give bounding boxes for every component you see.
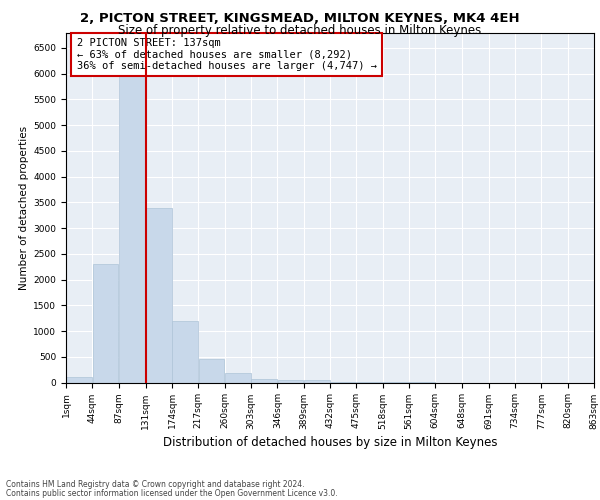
Bar [199,360,224,382]
Bar [93,264,118,382]
Bar [304,380,329,382]
Text: Size of property relative to detached houses in Milton Keynes: Size of property relative to detached ho… [118,24,482,37]
Bar [172,320,198,382]
Bar [119,56,145,382]
Text: 2 PICTON STREET: 137sqm
← 63% of detached houses are smaller (8,292)
36% of semi: 2 PICTON STREET: 137sqm ← 63% of detache… [77,38,377,71]
Bar [251,379,277,382]
Bar [225,374,251,382]
X-axis label: Distribution of detached houses by size in Milton Keynes: Distribution of detached houses by size … [163,436,497,448]
Y-axis label: Number of detached properties: Number of detached properties [19,126,29,290]
Bar [67,378,92,382]
Bar [278,380,303,382]
Text: 2, PICTON STREET, KINGSMEAD, MILTON KEYNES, MK4 4EH: 2, PICTON STREET, KINGSMEAD, MILTON KEYN… [80,12,520,26]
Text: Contains HM Land Registry data © Crown copyright and database right 2024.: Contains HM Land Registry data © Crown c… [6,480,305,489]
Bar [146,208,172,382]
Text: Contains public sector information licensed under the Open Government Licence v3: Contains public sector information licen… [6,489,338,498]
